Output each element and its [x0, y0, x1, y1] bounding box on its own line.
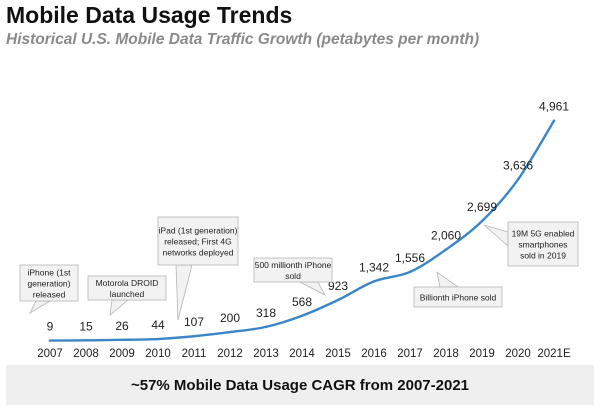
annotation-2018-pointer	[436, 271, 460, 288]
data-label-2010: 44	[151, 318, 165, 332]
x-tick-label-2007: 2007	[37, 348, 63, 360]
data-label-2012: 200	[220, 311, 240, 325]
annotation-2015-text: 500 millionth iPhone	[255, 260, 332, 270]
data-label-2009: 26	[115, 319, 129, 333]
annotation-2009-pointer	[109, 299, 130, 316]
data-label-2008: 15	[79, 319, 93, 333]
x-tick-label-2020: 2020	[505, 348, 531, 360]
data-point-2019	[480, 219, 484, 223]
annotation-2007-text: iPhone (1st	[28, 268, 72, 278]
x-tick-label-2012: 2012	[217, 348, 243, 360]
x-tick-label-2016: 2016	[361, 348, 387, 360]
data-label-2015: 923	[328, 279, 348, 293]
data-point-2015	[336, 298, 340, 302]
data-point-2020	[516, 178, 520, 181]
data-point-2014	[300, 314, 304, 317]
annotation-2011-pointer	[175, 264, 193, 321]
data-point-2021E	[552, 119, 556, 122]
annotation-2015-box	[253, 257, 333, 283]
x-tick-label-2018: 2018	[433, 348, 459, 360]
x-tick-label-2009: 2009	[109, 348, 135, 360]
annotation-2018-box	[413, 286, 503, 308]
annotation-2011-text: networks deployed	[163, 248, 234, 258]
data-label-2017: 1,556	[395, 251, 425, 265]
data-point-2007	[48, 339, 52, 342]
annotation-2015-pointer	[299, 281, 326, 296]
chart-subtitle: Historical U.S. Mobile Data Traffic Grow…	[6, 31, 480, 48]
annotation-2019-box	[507, 221, 579, 267]
x-tick-label-2010: 2010	[145, 348, 171, 360]
data-point-2018	[444, 248, 448, 251]
x-tick-label-2011: 2011	[182, 348, 207, 360]
annotation-2019-text: 19M 5G enabled	[512, 229, 575, 239]
data-point-2016	[372, 280, 376, 283]
data-label-2021E: 4,961	[539, 100, 569, 114]
data-label-2013: 318	[256, 306, 276, 320]
x-tick-label-2015: 2015	[325, 348, 351, 360]
annotation-2007-text: released	[33, 290, 66, 300]
x-tick-label-2013: 2013	[253, 348, 279, 360]
annotation-2009-text: launched	[110, 289, 145, 299]
cagr-text: ~57% Mobile Data Usage CAGR from 2007-20…	[130, 376, 470, 394]
annotation-2009-text: Motorola DROID	[96, 278, 159, 288]
data-label-2018: 2,060	[431, 229, 461, 243]
annotation-2018-text: Billionth iPhone sold	[420, 293, 497, 303]
data-label-2014: 568	[292, 295, 312, 309]
annotation-2019-text: sold in 2019	[520, 251, 566, 261]
x-tick-label-2014: 2014	[289, 348, 315, 360]
cagr-banner: ~57% Mobile Data Usage CAGR from 2007-20…	[6, 365, 594, 405]
data-label-2007: 9	[47, 320, 54, 334]
annotation-2007-pointer	[29, 300, 52, 315]
x-tick-label-2019: 2019	[469, 348, 495, 360]
x-tick-label-2021E: 2021E	[537, 348, 571, 360]
annotation-2011-text: released; First 4G	[164, 237, 232, 247]
chart-title: Mobile Data Usage Trends	[6, 2, 293, 28]
annotation-2007-text: generation)	[27, 279, 70, 289]
data-point-2012	[228, 330, 232, 334]
data-point-2009	[120, 338, 124, 342]
data-point-2011	[192, 335, 196, 338]
data-label-2020: 3,636	[503, 159, 533, 173]
annotation-2019-text: smartphones	[518, 240, 567, 250]
annotation-2011-box	[157, 216, 239, 266]
data-label-2019: 2,699	[467, 200, 497, 214]
data-point-2013	[264, 325, 268, 329]
data-point-2010	[156, 337, 160, 341]
data-label-2016: 1,342	[359, 260, 389, 274]
data-point-2008	[84, 339, 88, 342]
annotation-2015-text: sold	[285, 271, 301, 281]
data-point-2017	[408, 270, 412, 274]
x-tick-label-2017: 2017	[397, 348, 423, 360]
annotation-2007-box	[19, 264, 79, 302]
annotation-2019-pointer	[483, 224, 509, 247]
data-label-2011: 107	[184, 315, 204, 329]
annotation-2009-box	[87, 275, 167, 301]
annotation-2011-text: iPad (1st generation)	[159, 226, 238, 236]
x-tick-label-2008: 2008	[73, 348, 99, 360]
